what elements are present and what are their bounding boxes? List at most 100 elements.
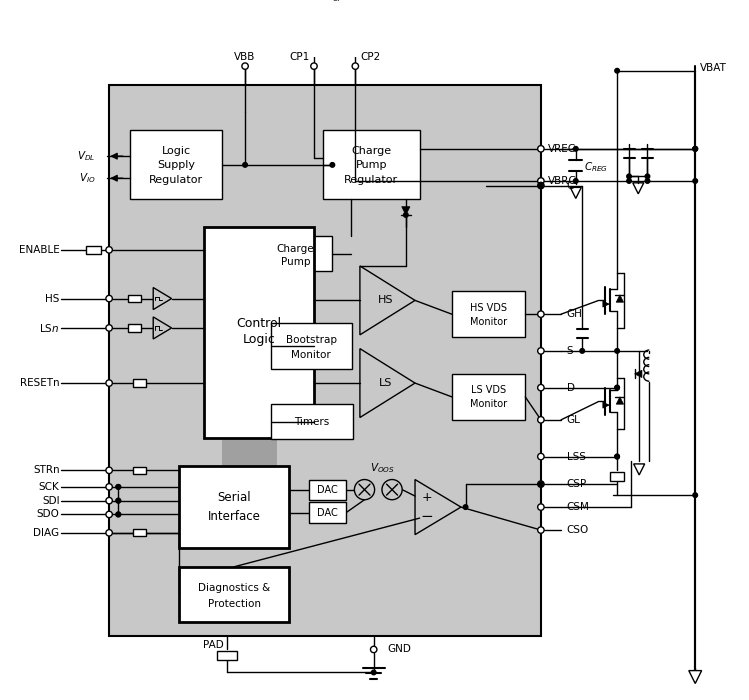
Bar <box>128 324 142 332</box>
Circle shape <box>615 386 619 390</box>
Circle shape <box>243 162 247 167</box>
Polygon shape <box>154 288 172 309</box>
Circle shape <box>116 498 121 503</box>
Text: C: C <box>566 181 574 190</box>
Text: Serial: Serial <box>217 491 251 505</box>
Text: PAD: PAD <box>202 640 223 650</box>
Circle shape <box>311 63 317 69</box>
Text: LS$n$: LS$n$ <box>39 322 59 334</box>
Bar <box>133 379 146 386</box>
Circle shape <box>615 454 619 459</box>
Circle shape <box>106 484 112 490</box>
Circle shape <box>106 467 112 474</box>
Circle shape <box>615 386 619 390</box>
Text: GL: GL <box>566 415 580 425</box>
Text: Control: Control <box>236 317 282 330</box>
Text: LS VDS: LS VDS <box>471 386 506 396</box>
Circle shape <box>538 454 544 460</box>
Text: Logic: Logic <box>162 146 191 155</box>
Text: Monitor: Monitor <box>470 399 507 409</box>
Text: Monitor: Monitor <box>470 316 507 326</box>
Text: GH: GH <box>566 309 583 319</box>
Circle shape <box>615 454 619 459</box>
Text: Pump: Pump <box>356 160 387 170</box>
Bar <box>133 529 146 536</box>
Circle shape <box>580 349 584 354</box>
Circle shape <box>539 482 543 486</box>
Bar <box>271 404 354 439</box>
Circle shape <box>106 325 112 331</box>
Text: ENABLE: ENABLE <box>19 245 59 255</box>
Circle shape <box>106 498 112 504</box>
Circle shape <box>538 348 544 354</box>
Polygon shape <box>633 183 644 194</box>
Text: Logic: Logic <box>243 333 276 346</box>
Circle shape <box>463 505 468 510</box>
Text: −: − <box>421 509 434 524</box>
Text: SDI: SDI <box>42 496 59 505</box>
Bar <box>216 651 237 661</box>
Text: GND: GND <box>387 645 411 654</box>
Text: HS: HS <box>378 295 393 305</box>
Bar <box>309 503 346 523</box>
Bar <box>109 85 541 636</box>
Circle shape <box>574 178 578 183</box>
Text: CSM: CSM <box>566 502 589 512</box>
Bar <box>179 567 289 622</box>
Text: LSS: LSS <box>566 452 586 461</box>
Circle shape <box>354 480 374 500</box>
Text: HS VDS: HS VDS <box>470 302 507 313</box>
Text: $V_{DL}$: $V_{DL}$ <box>77 149 95 163</box>
Polygon shape <box>616 397 624 404</box>
Polygon shape <box>154 317 172 339</box>
Bar <box>128 295 142 302</box>
Text: LS: LS <box>379 378 392 388</box>
Circle shape <box>106 530 112 536</box>
Text: CP2: CP2 <box>360 52 380 62</box>
Circle shape <box>627 178 631 183</box>
Circle shape <box>538 182 544 189</box>
Text: SCK: SCK <box>39 482 59 492</box>
Circle shape <box>538 146 544 152</box>
Text: Charge: Charge <box>277 244 315 254</box>
Text: DAC: DAC <box>318 484 338 495</box>
Circle shape <box>538 504 544 510</box>
Circle shape <box>116 484 121 489</box>
Bar <box>133 467 146 474</box>
Polygon shape <box>634 464 645 475</box>
Circle shape <box>372 670 376 675</box>
Bar <box>271 323 351 370</box>
Circle shape <box>693 493 697 498</box>
Circle shape <box>371 646 377 652</box>
Text: Regulator: Regulator <box>345 175 398 185</box>
Circle shape <box>116 512 121 517</box>
Text: VREG: VREG <box>548 144 577 154</box>
Text: STRn: STRn <box>33 466 59 475</box>
Circle shape <box>106 511 112 517</box>
Polygon shape <box>570 188 581 198</box>
Circle shape <box>538 481 544 487</box>
Polygon shape <box>360 349 415 417</box>
Polygon shape <box>415 480 461 535</box>
Text: VBAT: VBAT <box>700 63 727 73</box>
Text: +: + <box>422 491 432 505</box>
Circle shape <box>106 295 112 302</box>
Circle shape <box>242 63 249 69</box>
Polygon shape <box>360 266 415 335</box>
Circle shape <box>693 146 697 151</box>
Circle shape <box>539 183 543 188</box>
Text: Timers: Timers <box>294 416 330 427</box>
Text: VBRG: VBRG <box>548 176 577 186</box>
Bar <box>130 130 222 199</box>
Text: Supply: Supply <box>157 160 195 170</box>
Text: $C_{REG}$: $C_{REG}$ <box>584 160 608 174</box>
Bar <box>323 130 419 199</box>
Text: Interface: Interface <box>207 510 261 523</box>
Text: $V_{IO}$: $V_{IO}$ <box>79 172 95 185</box>
Bar <box>259 236 333 271</box>
Text: VBB: VBB <box>234 52 255 62</box>
Circle shape <box>116 498 121 503</box>
Text: D: D <box>566 383 574 393</box>
Circle shape <box>106 380 112 386</box>
Bar <box>452 291 525 337</box>
